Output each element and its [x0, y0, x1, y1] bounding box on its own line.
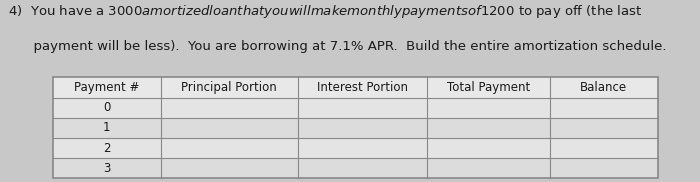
- Text: 4)  You have a $3000 amortized loan that you will make monthly payments of $1200: 4) You have a $3000 amortized loan that …: [8, 3, 643, 20]
- Text: 1: 1: [103, 121, 111, 134]
- Text: Total Payment: Total Payment: [447, 81, 530, 94]
- Bar: [52, 118, 658, 138]
- Bar: [52, 77, 658, 98]
- Bar: [52, 98, 658, 118]
- Bar: [52, 158, 658, 178]
- Text: 2: 2: [103, 142, 111, 155]
- Bar: [52, 77, 658, 178]
- Text: Payment #: Payment #: [74, 81, 139, 94]
- Text: Balance: Balance: [580, 81, 627, 94]
- Text: Principal Portion: Principal Portion: [181, 81, 277, 94]
- Text: 3: 3: [103, 162, 111, 175]
- Bar: [52, 138, 658, 158]
- Text: 0: 0: [103, 101, 111, 114]
- Text: payment will be less).  You are borrowing at 7.1% APR.  Build the entire amortiz: payment will be less). You are borrowing…: [8, 40, 667, 53]
- Bar: [52, 77, 658, 178]
- Text: Interest Portion: Interest Portion: [316, 81, 407, 94]
